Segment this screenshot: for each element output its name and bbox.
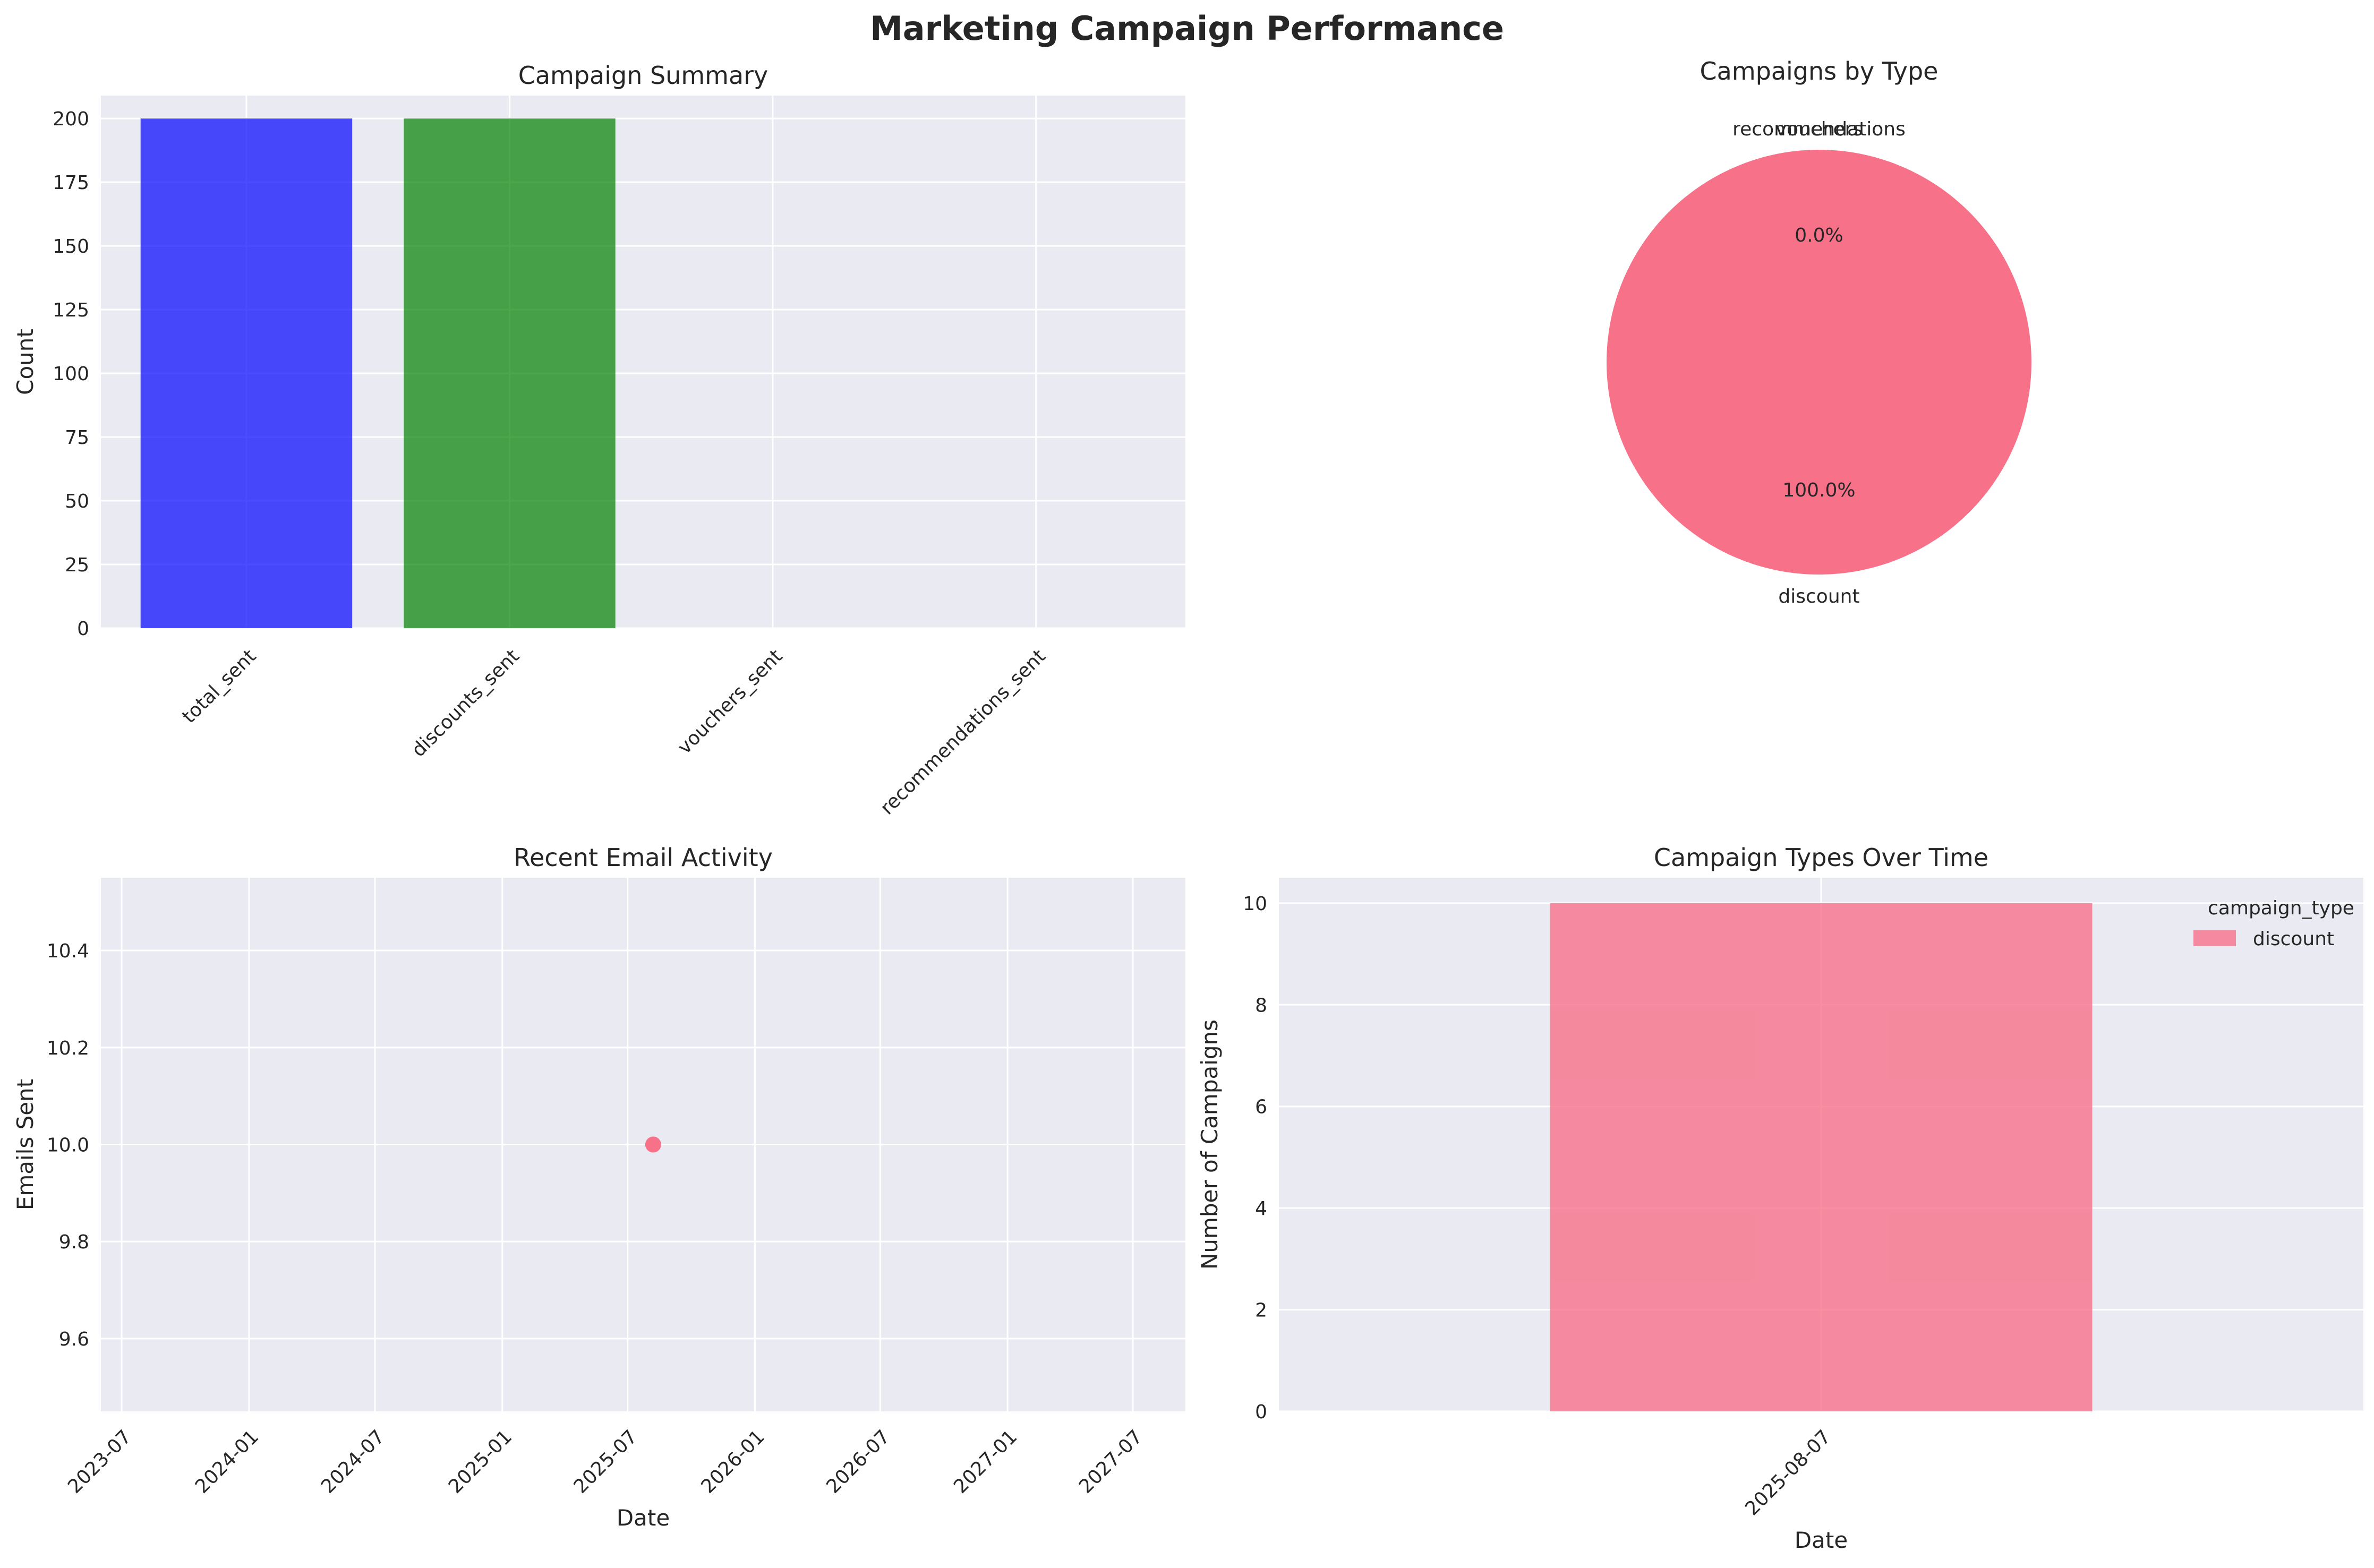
legend-title: campaign_type [2208, 897, 2354, 919]
x-axis-label: Date [1795, 1527, 1848, 1553]
x-tick-label: 2027-01 [950, 1426, 1021, 1497]
x-axis-label: Date [617, 1505, 670, 1531]
x-tick-label: vouchers_sent [673, 645, 787, 758]
campaign-summary-panel: 0 25 50 75 100 125 150 175 200 total_sent discount… [12, 61, 1185, 819]
y-tick-label: 2 [1255, 1300, 1267, 1322]
bar-discounts_sent [404, 118, 616, 628]
x-tick-label: 2027-07 [1075, 1426, 1147, 1497]
y-tick-label: 9.8 [59, 1231, 89, 1253]
data-point [645, 1136, 661, 1153]
y-tick-label: 150 [53, 236, 89, 258]
x-tick-label: 2025-08-07 [1741, 1426, 1835, 1520]
y-tick-label: 125 [53, 299, 89, 321]
y-tick-label: 10.0 [47, 1135, 89, 1156]
x-tick-label: 2026-07 [822, 1426, 894, 1497]
x-tick-label: 2024-07 [317, 1426, 389, 1497]
campaigns-by-type-panel: Campaigns by Type discount 100.0% vouchers 0… [1607, 57, 2031, 607]
pie-label: discount [1778, 586, 1859, 607]
x-tick-label: recommendations_sent [876, 645, 1050, 819]
pie-percent-label: 0.0% [1795, 225, 1843, 246]
y-tick-label: 9.6 [59, 1329, 89, 1350]
y-tick-label: 10 [1243, 893, 1267, 915]
x-tick-label: 2023-07 [64, 1426, 135, 1497]
y-tick-label: 50 [65, 491, 89, 512]
bar-discount [1550, 903, 2093, 1411]
x-tick-label: discounts_sent [408, 645, 524, 761]
figure-title: Marketing Campaign Performance [870, 9, 1504, 48]
y-tick-label: 0 [1255, 1401, 1267, 1423]
y-tick-label: 6 [1255, 1096, 1267, 1118]
legend-swatch [2193, 930, 2236, 946]
y-tick-label: 200 [53, 108, 89, 130]
y-axis-label: Count [12, 329, 38, 395]
pie-label: vouchers [1775, 118, 1863, 140]
bar-total_sent [140, 118, 353, 628]
y-tick-label: 10.4 [47, 940, 89, 962]
x-tick-label: total_sent [178, 645, 260, 727]
y-tick-label: 25 [65, 554, 89, 576]
y-tick-label: 8 [1255, 995, 1267, 1016]
pie-percent-label: 100.0% [1782, 479, 1855, 501]
legend-label: discount [2253, 928, 2334, 950]
chart-title: Campaigns by Type [1700, 57, 1939, 85]
x-tick-label: 2026-01 [697, 1426, 768, 1497]
y-tick-label: 4 [1255, 1198, 1267, 1220]
y-tick-label: 100 [53, 363, 89, 385]
y-axis-label: Emails Sent [12, 1079, 38, 1210]
chart-title: Recent Email Activity [514, 843, 773, 872]
campaign-types-over-time-panel: 0 2 4 6 8 10 2025-08-07 campaign_type discount Ca… [1197, 843, 2363, 1553]
y-axis-label: Number of Campaigns [1197, 1019, 1223, 1270]
x-tick-label: 2025-07 [570, 1426, 642, 1497]
chart-title: Campaign Summary [518, 61, 768, 90]
recent-email-activity-panel: 9.6 9.8 10.0 10.2 10.4 2023-07 2024-01 2024-07 2… [12, 843, 1185, 1531]
pie-slice-discount [1607, 150, 2031, 575]
chart-title: Campaign Types Over Time [1654, 843, 1988, 872]
y-tick-label: 10.2 [47, 1038, 89, 1059]
y-tick-label: 0 [77, 618, 89, 640]
y-tick-label: 175 [53, 172, 89, 194]
x-tick-label: 2025-01 [445, 1426, 516, 1497]
y-tick-label: 75 [65, 427, 89, 449]
pie-label: recommendations [1732, 118, 1906, 140]
x-tick-label: 2024-01 [191, 1426, 263, 1497]
